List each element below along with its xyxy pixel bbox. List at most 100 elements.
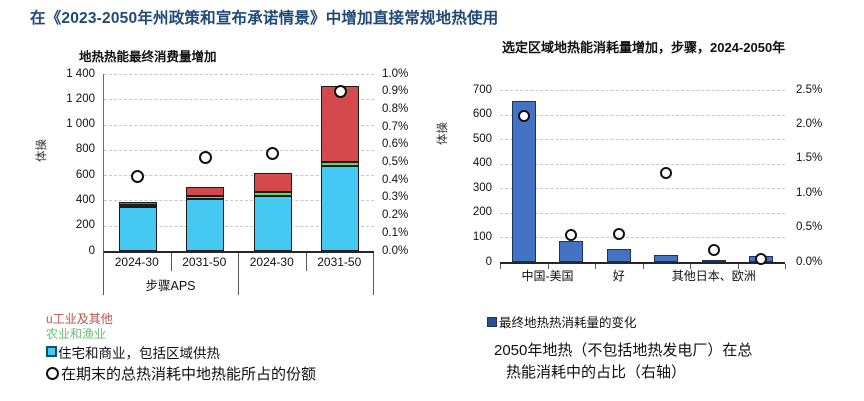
legend-label-industry: 工业及其他 bbox=[52, 312, 113, 326]
footnote-right: 2050年地热（不包括地热发电厂）在总 热能消耗中的占比（右轴） bbox=[494, 340, 752, 384]
ring-marker-icon bbox=[46, 367, 59, 380]
y2-tick-label: 0.8% bbox=[382, 102, 409, 115]
x-category-label: 2031-50 bbox=[317, 255, 362, 269]
y-tick-label: 200 bbox=[472, 206, 492, 219]
bar-segment-green bbox=[186, 196, 225, 200]
y-tick-label: 1 000 bbox=[66, 118, 95, 131]
bar-segment-red bbox=[118, 201, 157, 205]
y2-tick-label: 0.6% bbox=[382, 138, 409, 151]
gridline bbox=[500, 114, 785, 116]
x-category-label: 好 bbox=[612, 269, 625, 283]
gridline bbox=[500, 90, 785, 91]
group-boundary-tick bbox=[103, 253, 104, 295]
category-tick bbox=[737, 264, 739, 269]
bar-segment-red bbox=[186, 186, 225, 197]
y-tick-label: 1 400 bbox=[66, 67, 95, 80]
plot-area-left bbox=[103, 74, 374, 253]
share-dot bbox=[660, 167, 673, 180]
bar-segment-red bbox=[253, 172, 292, 193]
legend-item-share: 在期末的总热消耗中地热能所占的份额 bbox=[46, 365, 316, 385]
footnote-line1: 2050年地热（不包括地热发电厂）在总 bbox=[494, 342, 753, 359]
gridline bbox=[104, 149, 374, 151]
legend-bullet-u: u bbox=[46, 312, 53, 326]
group-boundary-tick bbox=[238, 253, 239, 295]
gridline bbox=[104, 200, 374, 202]
bar bbox=[654, 254, 679, 262]
chart-panel-right: 选定区域地热能消耗量增加，步骤，2024-2050年 体操 700 600 500 4… bbox=[430, 40, 862, 310]
navy-square-icon bbox=[487, 317, 497, 327]
y2-tick-label: 0.0% bbox=[796, 255, 823, 268]
y-tick-label: 700 bbox=[472, 83, 492, 96]
bar-segment-green bbox=[253, 192, 292, 197]
gridline bbox=[500, 188, 785, 190]
legend-item-residential: 住宅和商业，包括区域供热 bbox=[46, 345, 316, 363]
bar bbox=[606, 248, 631, 262]
x-category-label: 其他日本、欧洲 bbox=[671, 269, 756, 283]
y-tick-label: 200 bbox=[75, 219, 95, 232]
chart-title-left: 地热热能最终消费量增加 bbox=[79, 50, 217, 64]
gridline bbox=[104, 74, 374, 75]
legend-left: u工业及其他 农业和渔业 住宅和商业，包括区域供热 在期末的总热消耗中地热能所占… bbox=[46, 312, 316, 385]
share-dot bbox=[755, 252, 768, 265]
share-dot bbox=[612, 227, 625, 240]
y-tick-label: 400 bbox=[472, 157, 492, 170]
y2-tick-label: 0.2% bbox=[382, 209, 409, 222]
category-tick bbox=[547, 264, 549, 269]
y2-tick-label: 0.5% bbox=[382, 156, 409, 168]
legend-label-residential: 住宅和商业，包括区域供热 bbox=[58, 346, 220, 361]
bar bbox=[511, 101, 536, 262]
y2-tick-label: 0.3% bbox=[382, 191, 409, 204]
footnote-line2: 热能消耗中的占比（右轴） bbox=[506, 364, 687, 381]
legend-label-final-consumption: 最终地热热消耗量的变化 bbox=[499, 316, 637, 330]
group-labels: 步骤APS bbox=[145, 279, 196, 293]
y2-tick-label: 1.0% bbox=[796, 186, 823, 199]
share-dot bbox=[266, 147, 280, 161]
page-title: 在《2023-2050年州政策和宣布承诺情景》中增加直接常规地热使用 bbox=[30, 10, 499, 27]
category-tick bbox=[785, 264, 786, 269]
y2-tick-label: 0.0% bbox=[382, 244, 409, 257]
bar-segment-cyan bbox=[253, 196, 292, 251]
gridline bbox=[104, 175, 374, 177]
share-dot bbox=[565, 229, 578, 242]
y-tick-label: 0 bbox=[88, 244, 95, 257]
bar-segment-cyan bbox=[186, 199, 225, 251]
x-category-label: 中国-美国 bbox=[521, 269, 574, 283]
y-tick-label: 300 bbox=[472, 181, 492, 194]
y-tick-label: 600 bbox=[472, 108, 492, 121]
bar-segment-cyan bbox=[118, 206, 157, 251]
category-tick bbox=[500, 264, 501, 269]
y-tick-label: 400 bbox=[75, 193, 95, 206]
y2-tick-label: 0.7% bbox=[382, 120, 409, 133]
gridline bbox=[500, 139, 785, 141]
gridline bbox=[500, 212, 785, 214]
share-dot bbox=[517, 110, 530, 123]
y2-tick-label: 0.9% bbox=[382, 85, 409, 98]
legend-right: 最终地热热消耗量的变化 bbox=[487, 312, 637, 331]
legend-label-share: 在期末的总热消耗中地热能所占的份额 bbox=[61, 366, 317, 383]
gridline bbox=[104, 99, 374, 101]
gridline bbox=[500, 237, 785, 239]
category-tick bbox=[170, 253, 172, 271]
bar-segment-cyan bbox=[321, 166, 360, 251]
x-axis-left: 2024-30 2031-50 2024-30 2031-50 步骤APS bbox=[103, 253, 374, 297]
y2-tick-label: 2.5% bbox=[796, 83, 823, 96]
gridline bbox=[104, 124, 374, 126]
y2-tick-label: 1.0% bbox=[382, 67, 409, 80]
category-tick bbox=[595, 264, 596, 269]
share-dot bbox=[198, 150, 212, 164]
legend-item-industry: u工业及其他 bbox=[46, 312, 316, 327]
y2-tick-label: 2.0% bbox=[796, 117, 823, 130]
bar-segment-green bbox=[118, 204, 157, 207]
category-tick bbox=[305, 253, 307, 271]
share-dot bbox=[333, 85, 347, 99]
x-category-label: 2024-30 bbox=[249, 255, 294, 269]
y2-tick-label: 0.5% bbox=[796, 221, 823, 234]
y-tick-label: 0 bbox=[485, 255, 492, 268]
y2-tick-label: 0.1% bbox=[382, 226, 409, 239]
y-tick-label: 100 bbox=[472, 230, 492, 243]
y-tick-label: 600 bbox=[75, 168, 95, 181]
category-tick bbox=[690, 264, 691, 269]
y2-tick-label: 0.4% bbox=[382, 173, 409, 186]
gridline bbox=[104, 225, 374, 227]
